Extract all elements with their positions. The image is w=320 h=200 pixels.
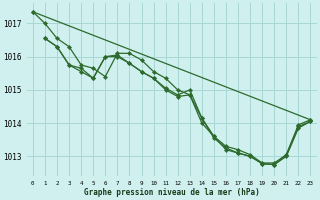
X-axis label: Graphe pression niveau de la mer (hPa): Graphe pression niveau de la mer (hPa)	[84, 188, 260, 197]
